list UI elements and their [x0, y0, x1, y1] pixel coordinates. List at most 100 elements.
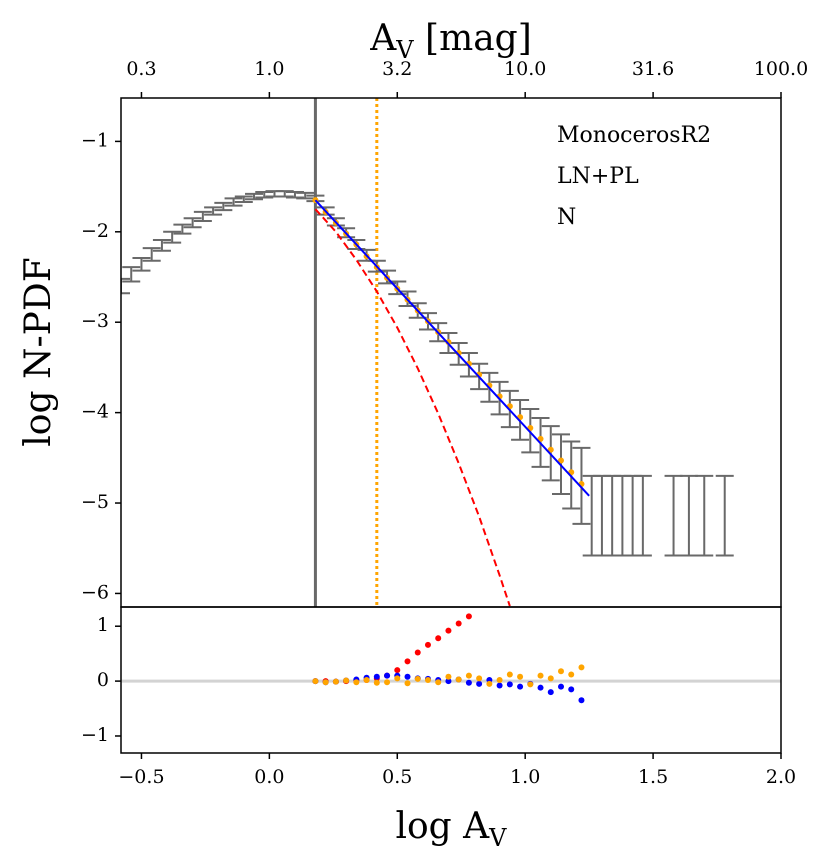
label-part: A — [369, 18, 397, 59]
data-point — [363, 677, 370, 683]
y-tick-label: −3 — [81, 310, 109, 332]
error-bar — [132, 257, 151, 272]
data-point — [496, 677, 503, 683]
data-point — [547, 675, 554, 682]
x-tick-label: −0.5 — [118, 766, 164, 788]
error-bar — [592, 474, 611, 557]
y-tick-label: 1 — [97, 614, 109, 636]
data-point — [476, 675, 483, 682]
data-point — [496, 682, 503, 689]
top-axis-label: AV [mag] — [369, 18, 532, 64]
data-point — [486, 680, 493, 687]
label-subscript: V — [395, 36, 414, 64]
error-bar — [695, 474, 714, 557]
top-tick-label: 100.0 — [754, 58, 808, 80]
annotation: LN+PL — [557, 164, 639, 189]
error-bar — [173, 223, 192, 235]
x-tick-label: 0.5 — [382, 766, 412, 788]
residual-plot-area — [121, 613, 781, 704]
error-bar — [224, 197, 243, 207]
data-point — [558, 668, 564, 675]
x-tick-label: 2.0 — [766, 766, 796, 788]
data-point — [547, 689, 554, 696]
x-tick-label: 1.0 — [510, 766, 540, 788]
data-point — [414, 675, 421, 682]
data-point — [404, 680, 411, 687]
data-point — [435, 679, 442, 686]
data-point — [465, 613, 472, 620]
data-point — [558, 683, 564, 690]
error-bar — [679, 474, 698, 557]
axes-frame — [120, 606, 782, 754]
error-bar — [245, 192, 264, 201]
data-point — [445, 627, 452, 634]
data-point — [568, 686, 575, 693]
top-tick-label: 31.6 — [632, 58, 674, 80]
data-point — [455, 676, 462, 683]
data-point — [312, 678, 319, 685]
error-bar — [163, 230, 182, 244]
axes: −6−5−4−3−2−10.3 1.0 3.2 10.0 31.6 100.0Monoce… — [81, 58, 808, 788]
data-point — [424, 677, 431, 683]
error-bar — [122, 266, 141, 283]
y-tick-label: −2 — [81, 220, 109, 242]
y-tick-label: 0 — [97, 669, 109, 691]
y-axis-label: log N-PDF — [18, 257, 59, 446]
error-bar — [715, 474, 734, 557]
data-point — [506, 671, 513, 678]
data-point — [394, 675, 401, 682]
error-bar — [234, 195, 253, 203]
data-point — [537, 672, 544, 679]
error-bar — [296, 191, 315, 200]
data-point — [578, 697, 585, 704]
data-point — [435, 635, 442, 642]
data-point — [465, 679, 472, 686]
x-axis-label: log AV — [395, 806, 507, 852]
y-tick-label: −4 — [81, 401, 109, 423]
data-point — [476, 680, 483, 687]
error-bar — [633, 474, 652, 557]
data-point — [455, 620, 462, 627]
label-part: [mag] — [414, 18, 532, 59]
error-bar — [623, 474, 642, 557]
error-bar — [193, 210, 212, 222]
data-point — [373, 673, 380, 680]
y-tick-label: −1 — [81, 129, 109, 151]
top-tick-label: 10.0 — [504, 58, 546, 80]
x-tick-label: 1.5 — [638, 766, 668, 788]
data-point — [506, 681, 513, 688]
data-point — [547, 446, 554, 453]
model-curve — [314, 208, 511, 607]
data-point — [404, 658, 411, 665]
data-point — [373, 679, 380, 686]
data-point — [568, 671, 575, 678]
data-point — [414, 649, 421, 656]
label-subscript: V — [488, 824, 507, 852]
data-point — [332, 678, 339, 685]
data-point — [558, 457, 564, 464]
data-point — [322, 679, 329, 686]
data-point — [578, 664, 585, 671]
data-point — [517, 673, 524, 680]
label-part: log A — [395, 806, 490, 847]
error-bar — [183, 217, 202, 229]
annotation: N — [557, 205, 576, 230]
data-point — [404, 673, 411, 680]
top-tick-label: 0.3 — [126, 58, 156, 80]
error-bar — [204, 206, 223, 216]
error-bar — [142, 247, 161, 262]
error-bar — [152, 238, 171, 252]
y-tick-label: −5 — [81, 491, 109, 513]
error-bar — [613, 474, 632, 557]
error-bar — [121, 277, 130, 295]
data-point — [394, 667, 401, 674]
y-tick-label: −1 — [81, 724, 109, 746]
data-point — [445, 678, 452, 685]
error-bar — [664, 474, 683, 557]
top-tick-label: 3.2 — [382, 58, 412, 80]
data-point — [384, 672, 391, 679]
main-plot-area — [121, 98, 734, 607]
error-bar — [214, 201, 233, 212]
annotation: MonocerosR2 — [557, 123, 711, 148]
